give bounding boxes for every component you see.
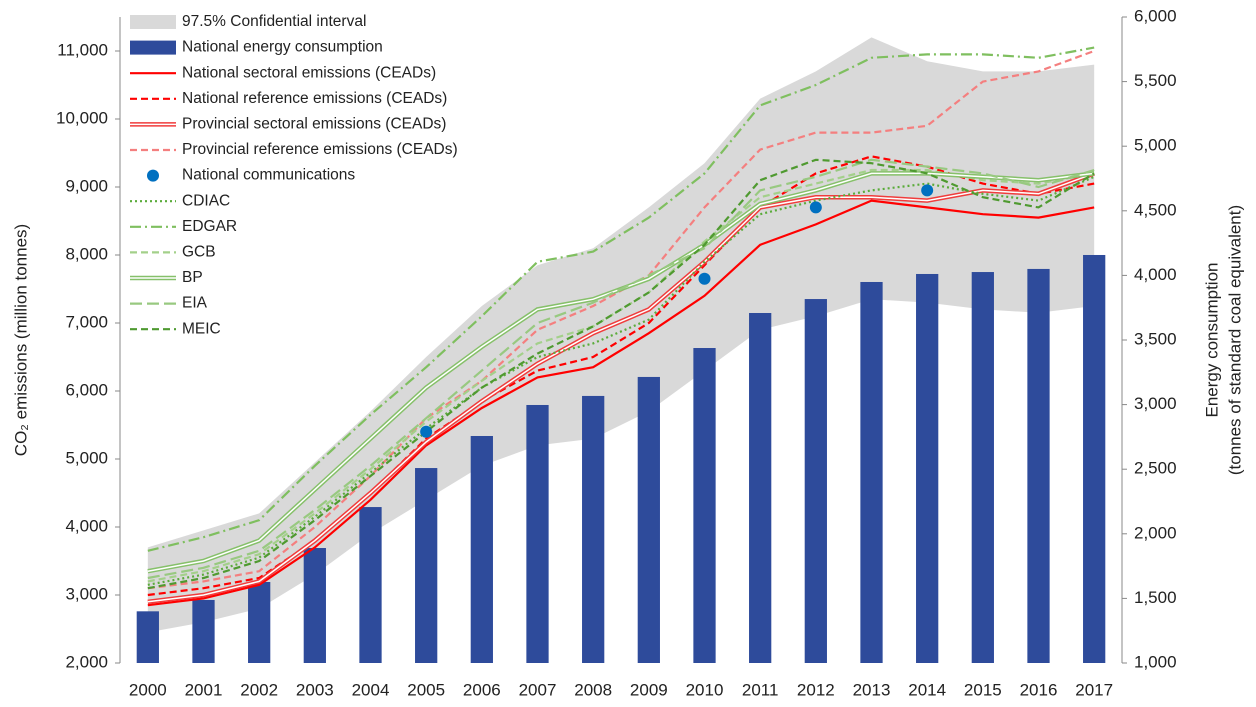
y2-tick-label: 3,000 [1134, 394, 1177, 413]
x-tick-label: 2003 [296, 680, 334, 699]
y-tick-label: 5,000 [65, 448, 108, 467]
y2-tick-label: 1,000 [1134, 652, 1177, 671]
legend-label: Provincial sectoral emissions (CEADs) [182, 115, 446, 132]
legend-label: Provincial reference emissions (CEADs) [182, 141, 458, 158]
y2-tick-label: 2,000 [1134, 523, 1177, 542]
y-tick-label: 2,000 [65, 652, 108, 671]
bar [415, 468, 438, 663]
legend-label: GCB [182, 243, 216, 260]
x-tick-label: 2012 [797, 680, 835, 699]
legend-label: EIA [182, 295, 208, 312]
legend-label: MEIC [182, 320, 221, 337]
bar [136, 611, 159, 663]
point [420, 425, 433, 438]
bar [303, 548, 326, 663]
x-tick-label: 2016 [1020, 680, 1058, 699]
point [921, 184, 934, 197]
legend-label: BP [182, 269, 203, 286]
y2-tick-label: 5,000 [1134, 136, 1177, 155]
x-tick-label: 2001 [185, 680, 223, 699]
line [147, 199, 1095, 607]
x-tick-label: 2007 [519, 680, 557, 699]
x-tick-label: 2009 [630, 680, 668, 699]
bar [693, 348, 716, 663]
line [147, 175, 1095, 586]
bar [637, 376, 660, 663]
x-tick-label: 2000 [129, 680, 167, 699]
y2-tick-label: 3,500 [1134, 329, 1177, 348]
y2-tick-label: 1,500 [1134, 588, 1177, 607]
bar [804, 299, 827, 663]
bar [192, 599, 215, 663]
legend-swatch [147, 169, 159, 182]
y2-tick-label: 6,000 [1134, 6, 1177, 25]
bar [1027, 268, 1050, 663]
y-tick-label: 8,000 [65, 244, 108, 263]
bar [916, 273, 939, 663]
bar [1083, 254, 1106, 664]
y-tick-label: 6,000 [65, 380, 108, 399]
bar [526, 404, 549, 663]
bar [971, 272, 994, 663]
bar [470, 435, 493, 663]
point [809, 201, 822, 214]
legend-label: 97.5% Confidential interval [182, 13, 366, 30]
x-tick-label: 2015 [964, 680, 1002, 699]
y-axis-title: CO₂ emissions (million tonnes) [11, 224, 30, 456]
bar [749, 312, 772, 663]
x-tick-label: 2004 [352, 680, 390, 699]
bar [359, 507, 382, 663]
y-tick-label: 9,000 [65, 176, 108, 195]
x-tick-label: 2013 [853, 680, 891, 699]
x-tick-label: 2006 [463, 680, 501, 699]
legend-swatch [130, 15, 176, 29]
legend-label: National sectoral emissions (CEADs) [182, 64, 436, 81]
x-tick-label: 2014 [908, 680, 946, 699]
y-tick-label: 10,000 [56, 108, 108, 127]
bar [582, 395, 605, 663]
legend-label: National energy consumption [182, 39, 383, 56]
legend-label: EDGAR [182, 218, 237, 235]
x-tick-label: 2017 [1075, 680, 1113, 699]
x-tick-label: 2008 [574, 680, 612, 699]
confidence-band [147, 37, 1095, 633]
legend-label: National communications [182, 167, 355, 184]
bar [860, 281, 883, 663]
y2-tick-label: 2,500 [1134, 459, 1177, 478]
y2-tick-label: 5,500 [1134, 71, 1177, 90]
legend-label: CDIAC [182, 192, 230, 209]
line [147, 158, 1095, 580]
y-tick-label: 3,000 [65, 584, 108, 603]
y2-axis-title: Energy consumption [1202, 263, 1221, 418]
y-tick-label: 7,000 [65, 312, 108, 331]
legend-label: National reference emissions (CEADs) [182, 90, 447, 107]
y-tick-label: 4,000 [65, 516, 108, 535]
x-tick-label: 2011 [742, 680, 779, 699]
line-inner [147, 172, 1095, 603]
x-tick-label: 2010 [686, 680, 724, 699]
y2-tick-label: 4,000 [1134, 265, 1177, 284]
legend-swatch [130, 40, 176, 55]
bar [248, 581, 271, 663]
x-tick-label: 2005 [407, 680, 445, 699]
line [147, 158, 1095, 590]
y2-tick-label: 4,500 [1134, 200, 1177, 219]
y-tick-label: 11,000 [57, 40, 108, 59]
point [698, 272, 711, 285]
y2-axis-title: (tonnes of standard coal equivalent) [1225, 205, 1244, 475]
x-tick-label: 2002 [240, 680, 278, 699]
